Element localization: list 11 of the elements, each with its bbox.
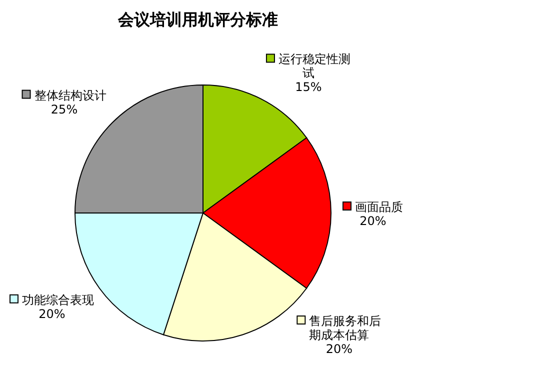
data-label: 15% — [295, 80, 322, 94]
legend-label: 整体结构设计 — [34, 88, 106, 102]
data-label: 20% — [360, 214, 386, 228]
chart-title: 会议培训用机评分标准 — [116, 10, 279, 31]
legend-label: 运行稳定性测试 — [278, 52, 350, 80]
data-label: 20% — [38, 306, 66, 321]
legend-label: 画面品质 — [355, 200, 403, 214]
data-label: 25% — [50, 102, 78, 116]
data-label: 20% — [326, 342, 352, 356]
legend-label: 售后服务和后期成本估算 — [309, 314, 382, 342]
legend-label: 功能综合表现 — [22, 292, 94, 307]
